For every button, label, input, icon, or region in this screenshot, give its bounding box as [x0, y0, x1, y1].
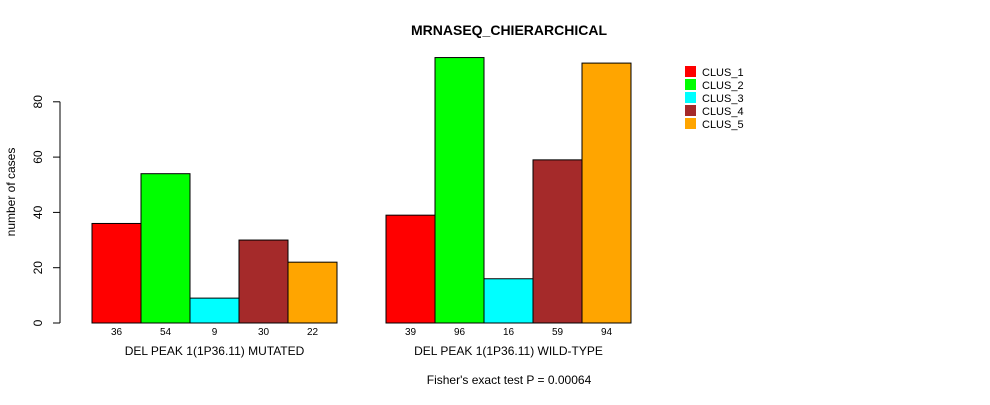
bar	[140, 173, 191, 324]
bar-count-label: 96	[454, 327, 466, 338]
bar	[287, 261, 338, 324]
bar-count-label: 54	[160, 327, 172, 338]
bar-count-label: 16	[503, 327, 515, 338]
group-label: DEL PEAK 1(1P36.11) MUTATED	[125, 344, 305, 358]
y-tick-label: 40	[31, 205, 45, 219]
group-label: DEL PEAK 1(1P36.11) WILD-TYPE	[414, 344, 603, 358]
legend-label: CLUS_4	[702, 106, 744, 118]
bar-count-label: 59	[552, 327, 564, 338]
y-tick-label: 0	[31, 319, 45, 326]
y-tick-label: 60	[31, 150, 45, 164]
legend-swatch	[685, 105, 696, 116]
y-axis: 0 20 40 60 80	[31, 95, 61, 326]
y-axis-label: number of cases	[4, 148, 18, 237]
bar	[189, 297, 240, 324]
bar-count-label: 39	[405, 327, 417, 338]
bar-count-label: 9	[212, 327, 218, 338]
bar	[91, 222, 142, 324]
bar	[385, 214, 436, 324]
legend-swatch	[685, 92, 696, 103]
bar-count-label: 30	[258, 327, 270, 338]
legend-label: CLUS_3	[702, 93, 744, 105]
y-tick-label: 20	[31, 261, 45, 275]
bar-count-label: 36	[111, 327, 123, 338]
bar	[581, 62, 632, 324]
bar	[532, 159, 583, 324]
legend-label: CLUS_5	[702, 119, 744, 131]
bar-count-label: 22	[307, 327, 319, 338]
legend-swatch	[685, 79, 696, 90]
chart-title: MRNASEQ_CHIERARCHICAL	[411, 22, 607, 38]
legend-swatch	[685, 66, 696, 77]
legend-label: CLUS_1	[702, 67, 744, 79]
bar	[483, 278, 534, 324]
bar	[238, 239, 289, 324]
bar	[434, 57, 485, 324]
bar-count-label: 94	[601, 327, 613, 338]
legend-label: CLUS_2	[702, 80, 744, 92]
footnote: Fisher's exact test P = 0.00064	[427, 373, 592, 387]
legend-swatch	[685, 118, 696, 129]
y-tick-label: 80	[31, 95, 45, 109]
